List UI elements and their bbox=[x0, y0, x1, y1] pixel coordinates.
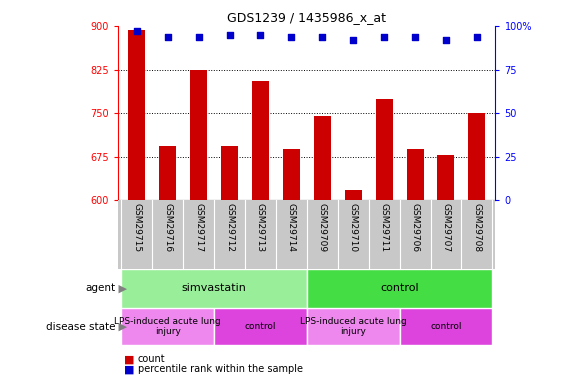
Bar bbox=[252, 81, 269, 200]
Bar bbox=[400, 308, 493, 345]
Text: simvastatin: simvastatin bbox=[182, 284, 247, 293]
Text: disease state: disease state bbox=[46, 322, 115, 332]
Point bbox=[132, 28, 141, 34]
Text: GSM29710: GSM29710 bbox=[348, 203, 358, 252]
Bar bbox=[159, 146, 176, 200]
Point bbox=[410, 34, 419, 40]
Bar bbox=[406, 149, 423, 200]
Bar bbox=[190, 70, 207, 200]
Bar bbox=[468, 113, 485, 200]
Text: GSM29716: GSM29716 bbox=[163, 203, 172, 252]
Text: ■: ■ bbox=[124, 354, 135, 364]
Bar bbox=[121, 308, 214, 345]
Bar bbox=[128, 30, 145, 200]
Text: GSM29707: GSM29707 bbox=[441, 203, 450, 252]
Bar bbox=[307, 308, 400, 345]
Text: control: control bbox=[430, 322, 462, 331]
Bar bbox=[345, 190, 361, 200]
Bar bbox=[437, 155, 454, 200]
Text: GSM29711: GSM29711 bbox=[379, 203, 388, 252]
Point bbox=[348, 37, 358, 43]
Text: GSM29708: GSM29708 bbox=[472, 203, 481, 252]
Bar bbox=[214, 308, 307, 345]
Text: LPS-induced acute lung
injury: LPS-induced acute lung injury bbox=[114, 317, 221, 336]
Text: count: count bbox=[138, 354, 166, 364]
Title: GDS1239 / 1435986_x_at: GDS1239 / 1435986_x_at bbox=[227, 11, 386, 24]
Bar bbox=[121, 268, 307, 308]
Bar bbox=[376, 99, 392, 200]
Text: GSM29709: GSM29709 bbox=[318, 203, 327, 252]
Bar bbox=[307, 268, 493, 308]
Text: agent: agent bbox=[85, 284, 115, 293]
Text: control: control bbox=[380, 284, 419, 293]
Point bbox=[318, 34, 327, 40]
Text: LPS-induced acute lung
injury: LPS-induced acute lung injury bbox=[300, 317, 406, 336]
Point bbox=[256, 32, 265, 38]
Text: percentile rank within the sample: percentile rank within the sample bbox=[138, 364, 303, 374]
Text: GSM29715: GSM29715 bbox=[132, 203, 141, 252]
Point bbox=[163, 34, 172, 40]
Text: GSM29706: GSM29706 bbox=[410, 203, 419, 252]
Point bbox=[194, 34, 203, 40]
Text: GSM29713: GSM29713 bbox=[256, 203, 265, 252]
Point bbox=[379, 34, 388, 40]
Text: ▶: ▶ bbox=[115, 322, 127, 332]
Text: GSM29714: GSM29714 bbox=[287, 203, 296, 252]
Text: ▶: ▶ bbox=[115, 284, 127, 293]
Point bbox=[472, 34, 481, 40]
Point bbox=[441, 37, 450, 43]
Text: control: control bbox=[245, 322, 276, 331]
Bar bbox=[314, 116, 331, 200]
Point bbox=[225, 32, 234, 38]
Text: GSM29717: GSM29717 bbox=[194, 203, 203, 252]
Text: GSM29712: GSM29712 bbox=[225, 203, 234, 252]
Bar bbox=[221, 146, 238, 200]
Point bbox=[287, 34, 296, 40]
Text: ■: ■ bbox=[124, 364, 135, 374]
Bar bbox=[283, 149, 300, 200]
